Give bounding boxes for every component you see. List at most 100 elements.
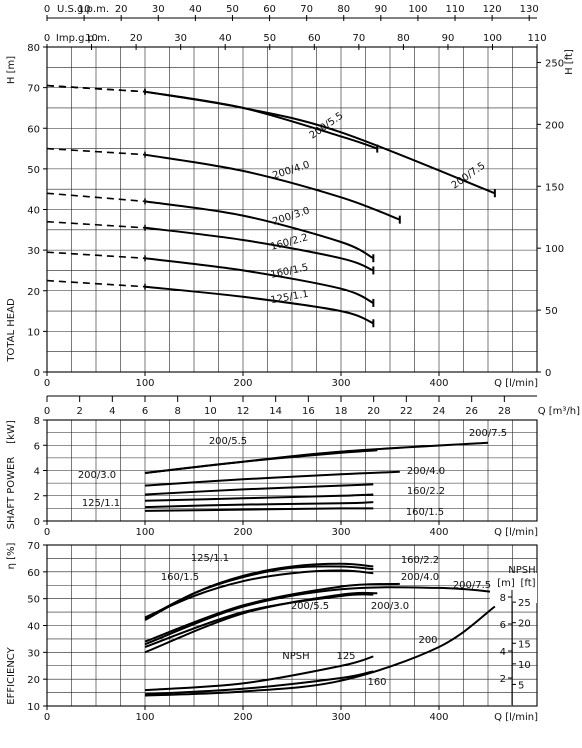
impgpm-tick-label: 50 (263, 33, 276, 44)
ft-tick-label: 0 (545, 368, 551, 379)
eff-curve-label: 160/1.5 (161, 572, 199, 583)
m3h-tick-label: 18 (335, 406, 348, 417)
head-y-label-right: H [ft] (564, 49, 575, 75)
m3h-tick-label: 10 (204, 406, 217, 417)
y-tick-label: 50 (27, 595, 40, 606)
m3h-tick-label: 26 (465, 406, 478, 417)
impgpm-tick-label: 70 (352, 33, 365, 44)
x-tick-label: 0 (44, 527, 50, 538)
x-axis-label: Q [l/min] (494, 712, 538, 723)
m3h-tick-label: 4 (109, 406, 115, 417)
head-curve-125/1.1 (144, 285, 374, 325)
power-y-label: [kW] (6, 420, 17, 444)
power-curve-125/1.1 (144, 507, 374, 512)
head-curve-200/5.5 (144, 90, 378, 150)
y-tick-label: 20 (27, 675, 40, 686)
npsh-m-tick-label: 2 (500, 674, 506, 685)
npsh-units-ft: [ft] (520, 578, 535, 589)
usgpm-tick-label: 20 (115, 4, 128, 15)
head-curve-200/4.0 (144, 153, 401, 221)
x-tick-label: 0 (44, 378, 50, 389)
npsh-header-bg (490, 573, 537, 603)
m3h-tick-label: 22 (400, 406, 413, 417)
y-tick-label: 80 (27, 43, 40, 54)
impgpm-tick-label: 100 (483, 33, 502, 44)
power-curve-label: 200/5.5 (209, 436, 247, 447)
head-curve-dashed-200/3.0 (46, 192, 146, 203)
head-curve-dashed-125/1.1 (46, 279, 146, 288)
eff-curve-label: NPSH (282, 651, 309, 662)
ft-tick-label: 100 (545, 244, 564, 255)
m3h-tick-label: 28 (498, 406, 511, 417)
impgpm-tick-label: 110 (528, 33, 547, 44)
usgpm-tick-label: 120 (483, 4, 502, 15)
head-curve-160/1.5 (144, 257, 374, 304)
usgpm-tick-label: 0 (44, 4, 50, 15)
usgpm-tick-label: 90 (374, 4, 387, 15)
y-tick-label: 30 (27, 246, 40, 257)
eff-curve-160/1.5 (144, 565, 374, 620)
m3h-tick-label: 24 (433, 406, 446, 417)
eff-curve-label: 160 (367, 677, 386, 688)
power-curve-200/5.5 (144, 449, 378, 474)
impgpm-tick-label: 10 (85, 33, 98, 44)
npsh-curve-125 (144, 655, 374, 692)
eff-curve-label: 125/1.1 (191, 553, 229, 564)
x-tick-label: 400 (429, 527, 448, 538)
npsh-m-tick-label: 6 (500, 620, 506, 631)
eff-curve-label: 200/5.5 (291, 601, 329, 612)
impgpm-tick-label: 80 (397, 33, 410, 44)
x-tick-label: 0 (44, 712, 50, 723)
npsh-ft-tick-label: 20 (518, 619, 531, 630)
m3h-axis: 0 2 4 6 8 10 12 14 16 18 20 22 24 26 28 Q [m³/h] (44, 395, 580, 417)
npsh-curve-200 (144, 605, 496, 697)
npsh-m-tick-label: 8 (500, 593, 506, 604)
usgpm-label: U.S.g.p.m. (57, 4, 109, 15)
head-curve-label: 200/4.0 (271, 159, 311, 181)
usgpm-tick-label: 110 (445, 4, 464, 15)
m3h-tick-label: 6 (142, 406, 148, 417)
x-tick-label: 300 (331, 712, 350, 723)
m3h-axis-label: Q [m³/h] (538, 406, 580, 417)
x-tick-label: 100 (135, 712, 154, 723)
power-curve-label: 200/3.0 (78, 470, 116, 481)
head-curve-label: 200/7.5 (450, 160, 488, 191)
eff-curve-label: 200 (418, 635, 437, 646)
ft-tick-label: 50 (545, 306, 558, 317)
eff-curve-label: 125 (336, 651, 355, 662)
top-flow-axes: 0 10 20 30 40 50 60 70 80 90 100 110 120 130U.S.g.p.m… (44, 4, 547, 50)
x-tick-label: 200 (233, 712, 252, 723)
usgpm-tick-label: 30 (152, 4, 165, 15)
y-tick-label: 20 (27, 287, 40, 298)
head-curve-dashed-200/5.5 (46, 84, 146, 93)
efficiency-chart: 10 20 30 40 50 60 70 0 100 200 300 400 Q [l/min] η [%… (6, 541, 538, 723)
impgpm-label: Imp.g.p.m. (56, 33, 110, 44)
head-y-label: H [m] (6, 56, 17, 84)
npsh-curve-160 (144, 670, 374, 696)
m3h-tick-label: 14 (269, 406, 282, 417)
ft-tick-label: 200 (545, 120, 564, 131)
head-curve-dashed-160/1.5 (46, 251, 146, 260)
x-tick-label: 300 (331, 378, 350, 389)
y-tick-label: 70 (27, 541, 40, 552)
eff-curve-200/4.0 (144, 582, 400, 643)
power-curve-200/4.0 (144, 470, 400, 487)
eff-curve-label: 200/7.5 (453, 580, 491, 591)
m3h-tick-label: 0 (44, 406, 50, 417)
x-axis-label: Q [l/min] (494, 527, 538, 538)
npsh-header-label: NPSH (508, 565, 535, 576)
shaft-power-label: SHAFT POWER (6, 457, 17, 530)
power-curve-label: 200/7.5 (469, 428, 507, 439)
x-tick-label: 100 (135, 378, 154, 389)
power-curve-label: 160/2.2 (407, 486, 445, 497)
x-tick-label: 200 (233, 527, 252, 538)
impgpm-tick-label: 30 (174, 33, 187, 44)
usgpm-tick-label: 50 (226, 4, 239, 15)
impgpm-tick-label: 60 (308, 33, 321, 44)
usgpm-tick-label: 70 (300, 4, 313, 15)
eff-curve-200/7.5 (144, 586, 495, 646)
npsh-units-m: [m] (497, 578, 515, 589)
power-curve-label: 125/1.1 (82, 498, 120, 509)
y-tick-label: 60 (27, 124, 40, 135)
